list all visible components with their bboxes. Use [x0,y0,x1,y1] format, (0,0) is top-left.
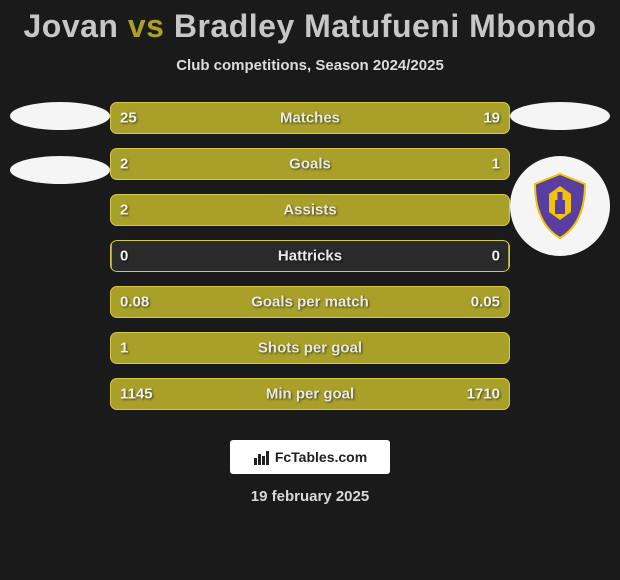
stat-label: Goals [289,156,331,173]
player1-name: Jovan [23,8,118,44]
player1-avatar-placeholder [10,102,110,130]
stat-value-left: 0.08 [120,294,149,311]
player1-club-placeholder [10,156,110,184]
vs-connector: vs [128,8,165,44]
player1-avatar-column [10,102,110,210]
stat-label: Goals per match [251,294,369,311]
stat-value-left: 0 [120,248,128,265]
stat-row: 1 Shots per goal [110,332,510,364]
stat-row: 25 Matches 19 [110,102,510,134]
comparison-chart: 25 Matches 19 2 Goals 1 2 Assists 0 Hattricks 0 0.0… [0,102,620,422]
stat-label: Assists [283,202,336,219]
stat-row: 2 Assists [110,194,510,226]
stat-value-right: 1 [492,156,500,173]
subtitle: Club competitions, Season 2024/2025 [0,57,620,74]
club-shield-icon [529,172,591,240]
player2-club-badge [510,156,610,256]
stat-value-right: 19 [483,110,500,127]
stat-row: 2 Goals 1 [110,148,510,180]
stat-value-left: 1 [120,340,128,357]
stat-label: Min per goal [266,386,354,403]
stat-value-left: 2 [120,202,128,219]
bar-right [508,240,510,272]
stat-value-right: 0.05 [471,294,500,311]
bar-left [110,240,112,272]
stat-value-left: 2 [120,156,128,173]
stat-row: 0 Hattricks 0 [110,240,510,272]
site-badge[interactable]: FcTables.com [230,440,390,474]
stat-value-left: 25 [120,110,137,127]
stat-value-right: 0 [492,248,500,265]
stat-label: Hattricks [278,248,342,265]
player2-avatar-placeholder [510,102,610,130]
date-label: 19 february 2025 [0,488,620,505]
stat-row: 1145 Min per goal 1710 [110,378,510,410]
player2-name: Bradley Matufueni Mbondo [174,8,597,44]
comparison-title: Jovan vs Bradley Matufueni Mbondo [0,0,620,45]
stat-rows: 25 Matches 19 2 Goals 1 2 Assists 0 Hattricks 0 0.0… [110,102,510,424]
bar-left [110,148,310,180]
bar-right [310,148,510,180]
stat-label: Shots per goal [258,340,362,357]
stat-value-left: 1145 [120,386,153,403]
stat-label: Matches [280,110,340,127]
player2-avatar-column [510,102,610,256]
stat-value-right: 1710 [467,386,500,403]
chart-logo-icon [253,448,271,466]
site-name: FcTables.com [275,449,367,465]
stat-row: 0.08 Goals per match 0.05 [110,286,510,318]
